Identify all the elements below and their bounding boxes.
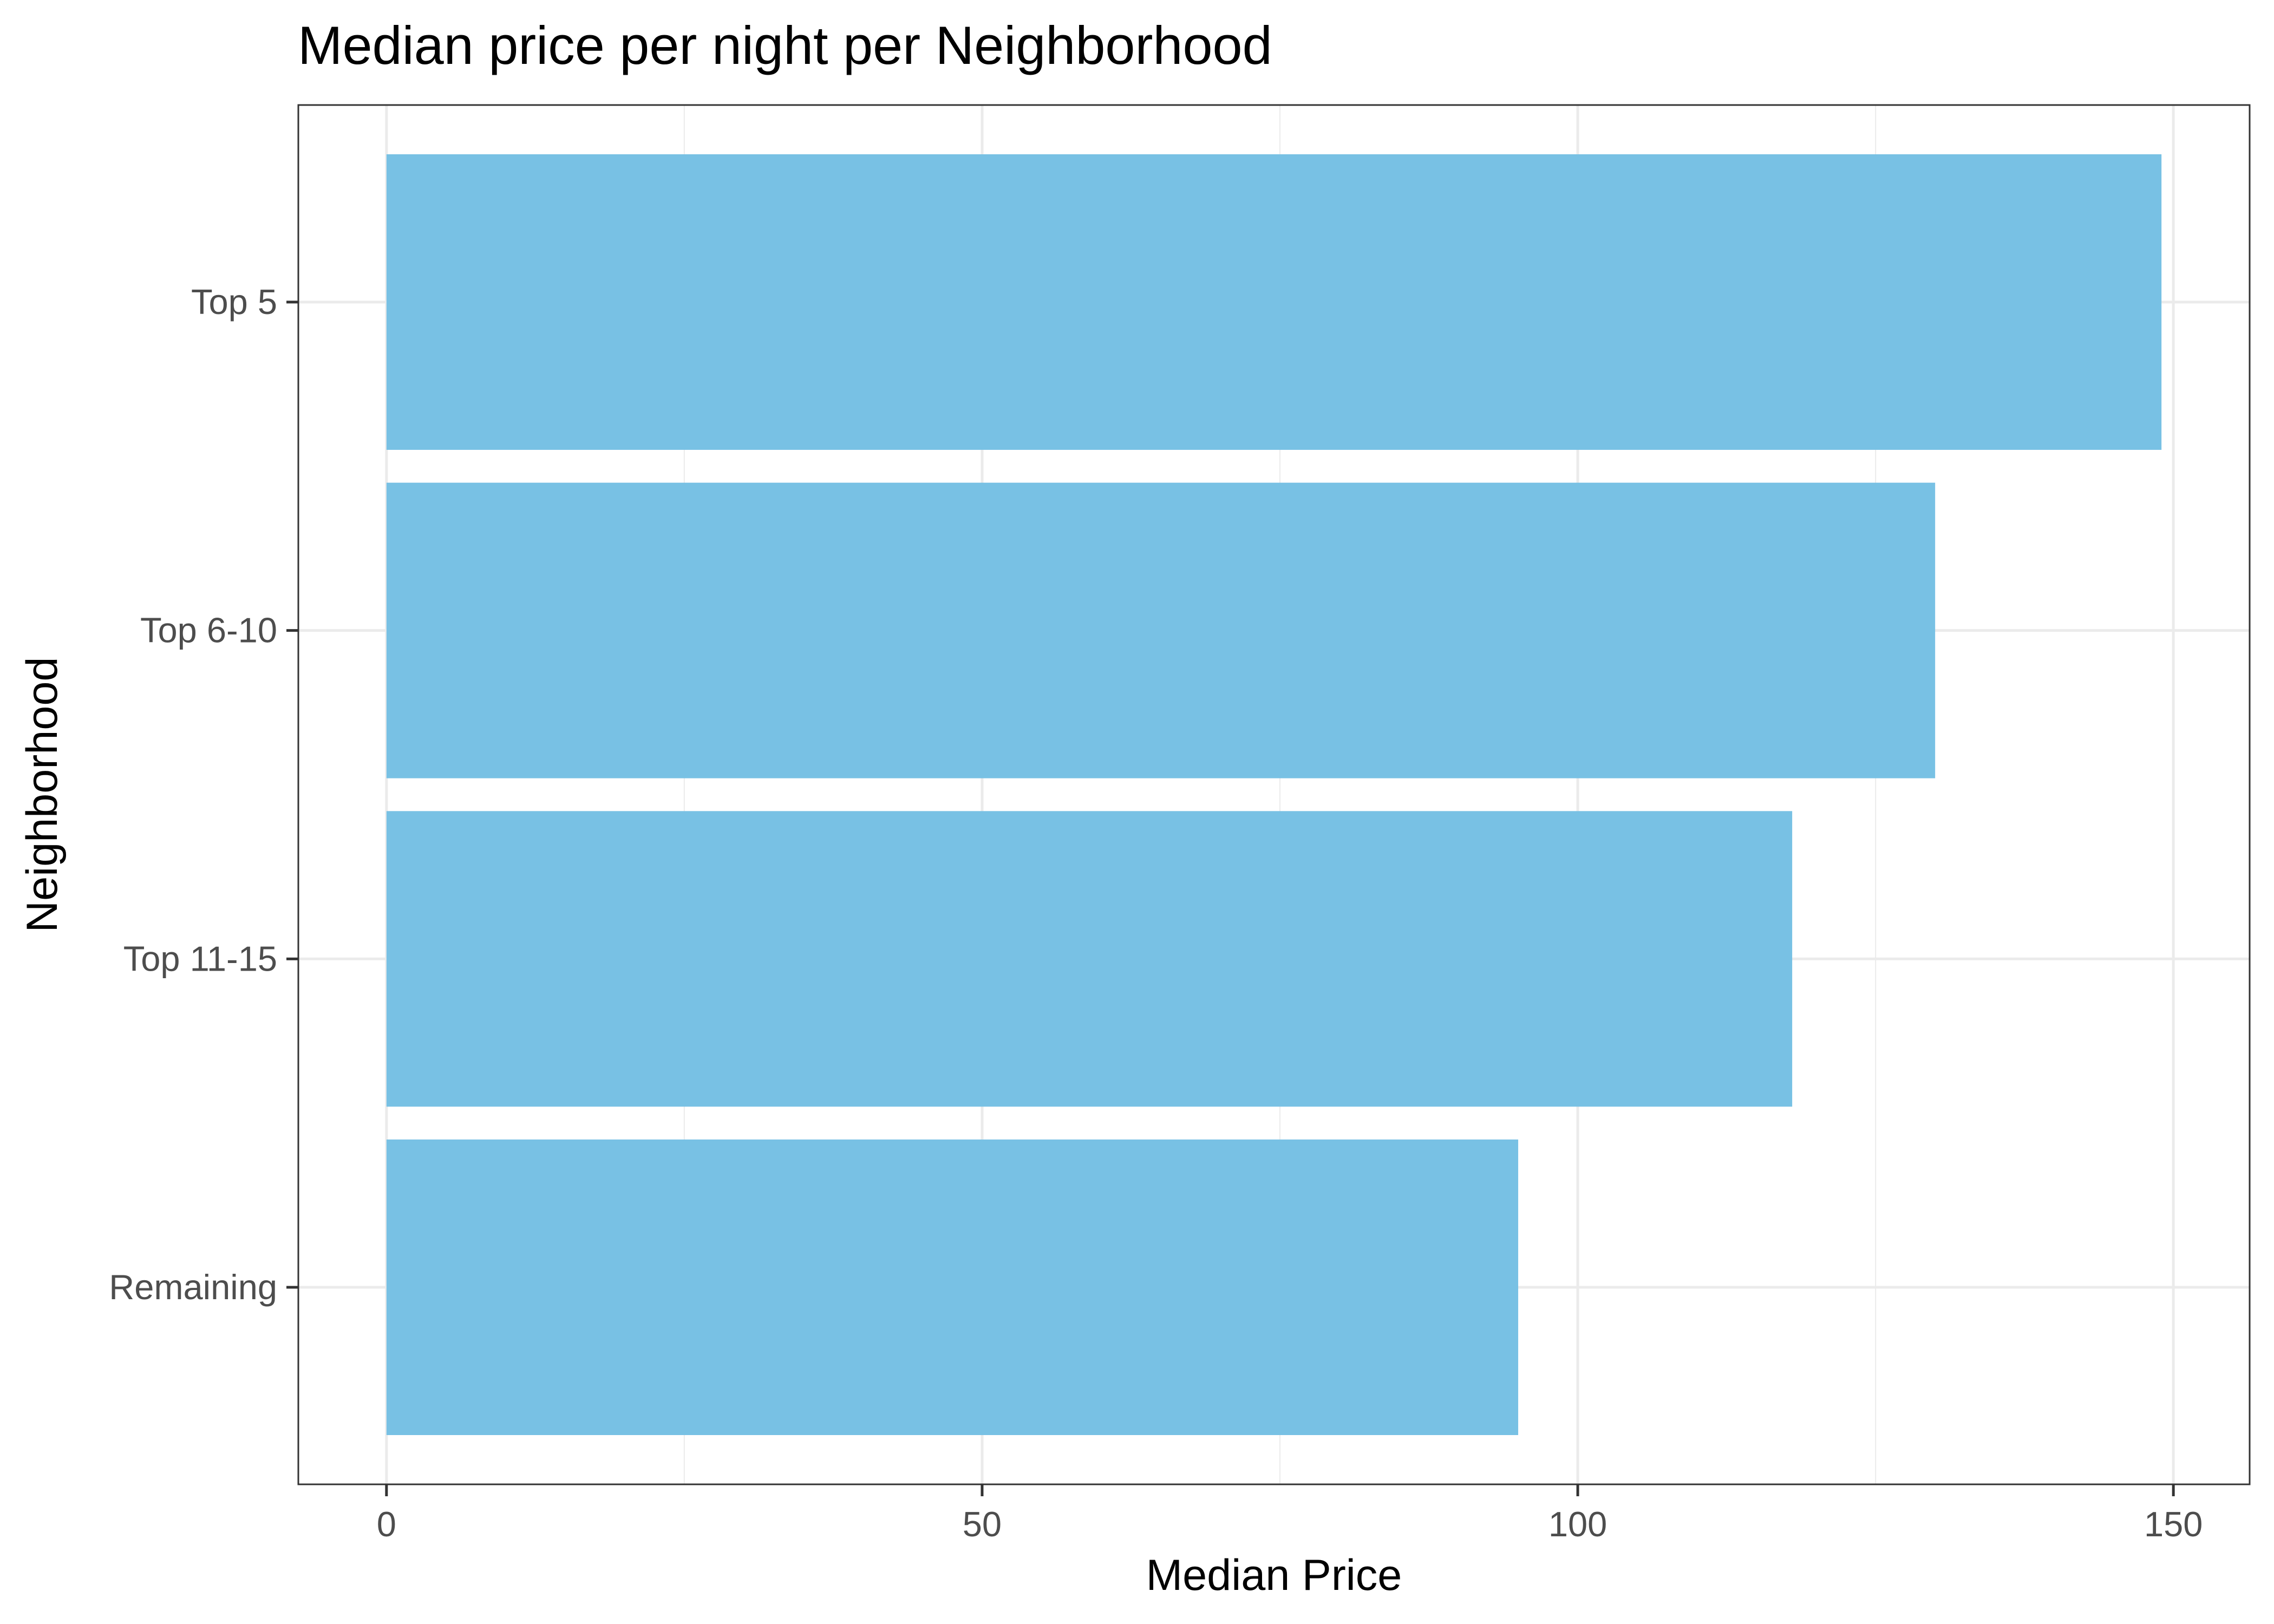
- y-tick-label: Remaining: [109, 1267, 277, 1307]
- bars: [386, 154, 2162, 1435]
- bar-remaining: [386, 1140, 1519, 1435]
- x-axis: 0 50 100 150: [377, 1484, 2203, 1544]
- y-tick-label: Top 11-15: [123, 939, 277, 978]
- chart-title: Median price per night per Neighborhood: [298, 15, 1272, 75]
- x-axis-title: Median Price: [1146, 1551, 1402, 1600]
- x-tick-label: 100: [1548, 1504, 1607, 1544]
- y-axis: Top 5 Top 6-10 Top 11-15 Remaining: [109, 282, 298, 1307]
- x-tick-label: 0: [377, 1504, 396, 1544]
- x-tick-label: 150: [2144, 1504, 2203, 1544]
- bar-top-6-10: [386, 482, 1936, 778]
- bar-top-5: [386, 154, 2162, 450]
- plot-panel: [297, 104, 2251, 1485]
- bar-top-11-15: [386, 811, 1793, 1107]
- y-tick-label: Top 6-10: [140, 611, 277, 650]
- y-tick-label: Top 5: [191, 282, 277, 322]
- panel-border: [297, 104, 2251, 1485]
- y-axis-title: Neighborhood: [18, 657, 67, 933]
- x-tick-label: 50: [963, 1504, 1002, 1544]
